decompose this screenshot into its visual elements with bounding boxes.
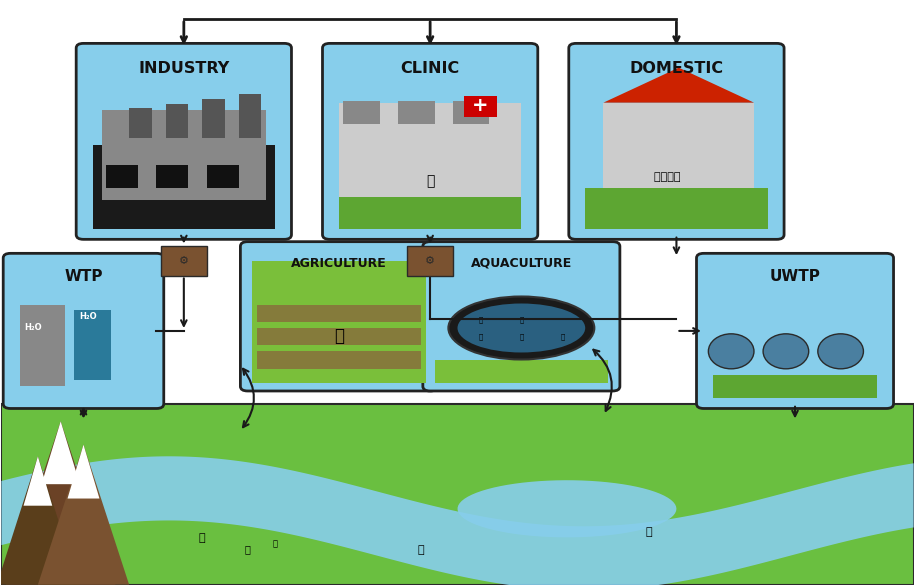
Bar xyxy=(239,94,262,138)
Ellipse shape xyxy=(458,304,586,353)
Polygon shape xyxy=(41,421,80,484)
Ellipse shape xyxy=(818,334,864,369)
Text: +: + xyxy=(472,96,489,115)
Bar xyxy=(453,101,490,124)
Bar xyxy=(339,197,522,229)
Polygon shape xyxy=(2,456,913,586)
FancyBboxPatch shape xyxy=(241,241,437,391)
Bar xyxy=(102,110,266,200)
Polygon shape xyxy=(0,456,79,585)
Bar xyxy=(604,103,754,200)
Bar xyxy=(166,104,188,138)
Ellipse shape xyxy=(708,334,754,369)
FancyBboxPatch shape xyxy=(4,253,164,408)
Polygon shape xyxy=(6,421,115,585)
Polygon shape xyxy=(68,445,100,499)
Bar xyxy=(713,374,877,398)
Bar xyxy=(343,101,380,124)
Bar xyxy=(257,328,421,346)
Ellipse shape xyxy=(763,334,809,369)
Text: AGRICULTURE: AGRICULTURE xyxy=(291,257,387,270)
Bar xyxy=(161,246,207,275)
FancyBboxPatch shape xyxy=(696,253,894,408)
Polygon shape xyxy=(604,67,754,103)
Bar xyxy=(92,145,275,229)
Text: INDUSTRY: INDUSTRY xyxy=(138,61,230,76)
Polygon shape xyxy=(24,456,52,506)
Text: UWTP: UWTP xyxy=(770,268,821,284)
Bar xyxy=(398,101,435,124)
Bar xyxy=(464,96,497,117)
Bar xyxy=(2,404,913,585)
Bar xyxy=(129,108,152,138)
Text: 🦆: 🦆 xyxy=(244,544,251,554)
FancyBboxPatch shape xyxy=(423,241,619,391)
Text: WTP: WTP xyxy=(64,268,102,284)
Text: H₂O: H₂O xyxy=(25,323,42,332)
Text: 🐟: 🐟 xyxy=(646,527,652,537)
Text: 🐟: 🐟 xyxy=(479,316,482,322)
Text: 🐄: 🐄 xyxy=(334,328,344,346)
FancyBboxPatch shape xyxy=(322,43,538,239)
Text: 🦆: 🦆 xyxy=(199,533,205,543)
Text: H₂O: H₂O xyxy=(80,312,97,321)
Text: 👨‍👩‍👧‍👦: 👨‍👩‍👧‍👦 xyxy=(654,172,681,182)
Text: 🐟: 🐟 xyxy=(560,333,565,340)
Text: 🏊: 🏊 xyxy=(418,544,425,554)
Bar xyxy=(202,99,225,138)
Polygon shape xyxy=(38,445,129,585)
Text: ⚙: ⚙ xyxy=(425,256,436,266)
FancyBboxPatch shape xyxy=(569,43,784,239)
Bar xyxy=(435,360,608,383)
Ellipse shape xyxy=(448,297,595,359)
Text: 🐟: 🐟 xyxy=(479,333,482,340)
Text: AQUACULTURE: AQUACULTURE xyxy=(470,257,572,270)
Bar xyxy=(106,165,138,188)
Bar xyxy=(253,261,425,383)
Bar xyxy=(257,352,421,369)
Bar xyxy=(257,305,421,322)
FancyBboxPatch shape xyxy=(76,43,292,239)
Bar xyxy=(156,165,188,188)
Bar xyxy=(19,305,65,386)
Text: ⚙: ⚙ xyxy=(178,256,188,266)
Bar xyxy=(586,188,768,229)
Polygon shape xyxy=(458,480,676,537)
Text: 🐟: 🐟 xyxy=(519,333,523,340)
Bar xyxy=(74,311,111,380)
Text: DOMESTIC: DOMESTIC xyxy=(630,61,724,76)
Bar xyxy=(207,165,239,188)
Text: 🐟: 🐟 xyxy=(519,316,523,322)
Text: 🦆: 🦆 xyxy=(273,539,277,548)
Text: 🛏: 🛏 xyxy=(426,174,435,188)
Bar xyxy=(339,103,522,206)
Text: CLINIC: CLINIC xyxy=(401,61,459,76)
Bar xyxy=(407,246,453,275)
